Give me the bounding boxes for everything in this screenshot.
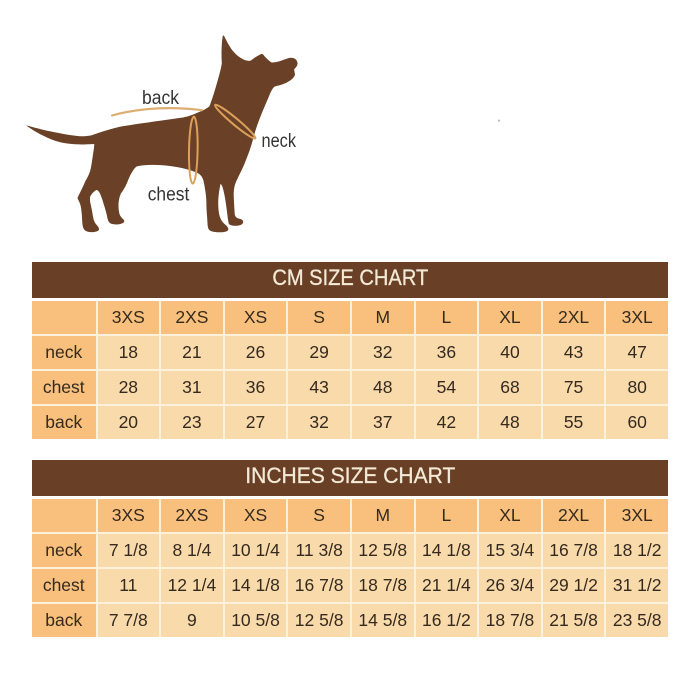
svg-text:neck: neck bbox=[262, 131, 297, 152]
svg-text:chest: chest bbox=[148, 184, 190, 205]
svg-text:back: back bbox=[142, 88, 179, 109]
